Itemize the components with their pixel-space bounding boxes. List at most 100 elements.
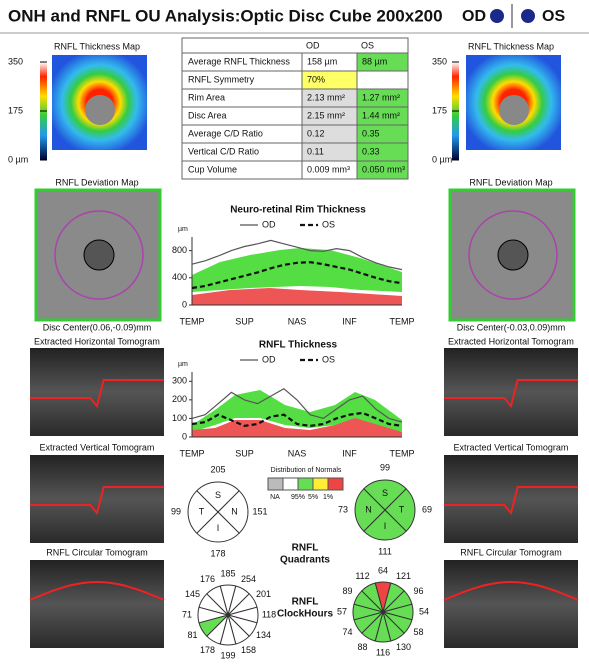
low-band [192,418,402,437]
clock-value: 116 [376,647,390,657]
clock-value: 74 [342,627,352,637]
clock-value: 54 [419,606,429,616]
tomogram [444,348,578,436]
quadrant-value: 178 [210,548,225,558]
clock-value: 134 [256,630,271,640]
clock-value: 185 [220,568,235,578]
tomogram [444,455,578,543]
os-label: OS [542,8,565,25]
quadrant-caption: RNFL [292,543,319,554]
label: Extracted Horizontal Tomogram [34,336,160,346]
od-value: 0.12 [307,128,325,138]
scale-label: 350 [432,56,447,66]
quadrant-value: 205 [210,464,225,474]
label: Extracted Vertical Tomogram [40,442,155,452]
row-label: Average C/D Ratio [188,128,263,138]
x-tick-label: TEMP [389,448,414,458]
clock-hour [361,582,384,614]
distribution-label: 95% [291,494,305,501]
distribution-swatch [297,477,314,491]
distribution-label: 1% [323,494,333,501]
row-label: Disc Area [188,110,227,120]
disc-center: Disc Center(-0.03,0.09)mm [457,322,566,332]
od-value: 0.11 [307,146,324,156]
label: RNFL Circular Tomogram [46,547,148,557]
clock-value: 176 [200,574,215,584]
retina-line [29,580,165,601]
retina-line [30,379,164,409]
distribution-title: Distribution of Normals [271,467,342,474]
tomogram [444,560,578,648]
os-dot [521,9,535,23]
os-value: 88 µm [362,56,387,66]
quadrant-letter: I [384,521,387,531]
os-value: 0.33 [362,146,380,156]
os-cell [356,70,409,90]
row-label: Vertical C/D Ratio [188,146,259,156]
x-tick-label: SUP [235,316,254,326]
x-tick-label: NAS [288,448,307,458]
os-value: 1.27 mm² [362,92,400,102]
distribution-label: NA [270,494,280,501]
scale-label: 175 [8,105,23,115]
quadrant-letter: I [217,523,220,533]
legend-label: OS [322,219,335,229]
quadrant-value: 151 [252,506,267,516]
quadrant-caption: Quadrants [280,555,330,566]
label: RNFL Deviation Map [55,177,138,187]
column-header: OS [361,40,374,50]
tomogram [30,455,164,543]
scan-circle [468,210,558,300]
clock-caption: ClockHours [277,609,334,620]
label: RNFL Circular Tomogram [460,547,562,557]
y-tick-label: 100 [172,413,187,423]
row-label: Average RNFL Thickness [188,56,290,66]
normal-band [192,248,402,292]
clock-value: 89 [342,586,352,596]
quadrant [363,479,407,511]
os-value: 1.44 mm² [362,110,400,120]
y-tick-label: 300 [172,376,187,386]
row-label: Rim Area [188,92,225,102]
label: RNFL Thickness Map [468,41,554,51]
title: ONH and RNFL OU Analysis:Optic Disc Cube… [8,6,443,25]
retina-line [444,379,578,409]
optic-disc [499,95,529,125]
x-tick-label: TEMP [389,316,414,326]
distribution-swatch [312,477,329,491]
scale-label: 0 µm [8,154,28,164]
y-tick-label: 800 [172,245,187,255]
distribution-swatch [267,477,284,491]
label: Extracted Horizontal Tomogram [448,336,574,346]
clock-value: 130 [396,642,411,652]
distribution-swatch [282,477,299,491]
legend-label: OD [262,354,276,364]
quadrant [363,509,407,541]
x-tick-label: INF [342,316,357,326]
clock-value: 96 [413,586,423,596]
series-line [191,261,403,290]
x-tick-label: INF [342,448,357,458]
clock-caption: RNFL [292,597,319,608]
label: RNFL Thickness Map [54,41,140,51]
disc-outline [83,239,115,271]
scale-label: 350 [8,56,23,66]
tomogram [30,348,164,436]
quadrant-value: 99 [171,506,181,516]
scan-circle [54,210,144,300]
retina-line [30,486,164,516]
od-value: 2.15 mm² [307,110,345,120]
quadrant [384,488,416,532]
clock-value: 71 [182,609,192,619]
clock-value: 57 [337,606,347,616]
quadrant-value: 111 [378,546,392,556]
quadrant-letter: T [199,506,205,516]
y-label: µm [178,361,188,368]
chart-title: RNFL Thickness [259,340,338,351]
disc-center: Disc Center(0.06,-0.09)mm [43,322,152,332]
quadrant [354,488,386,532]
od-dot [490,9,504,23]
quadrant-letter: N [365,504,372,514]
label: Extracted Vertical Tomogram [454,442,569,452]
clock-value: 88 [357,642,367,652]
